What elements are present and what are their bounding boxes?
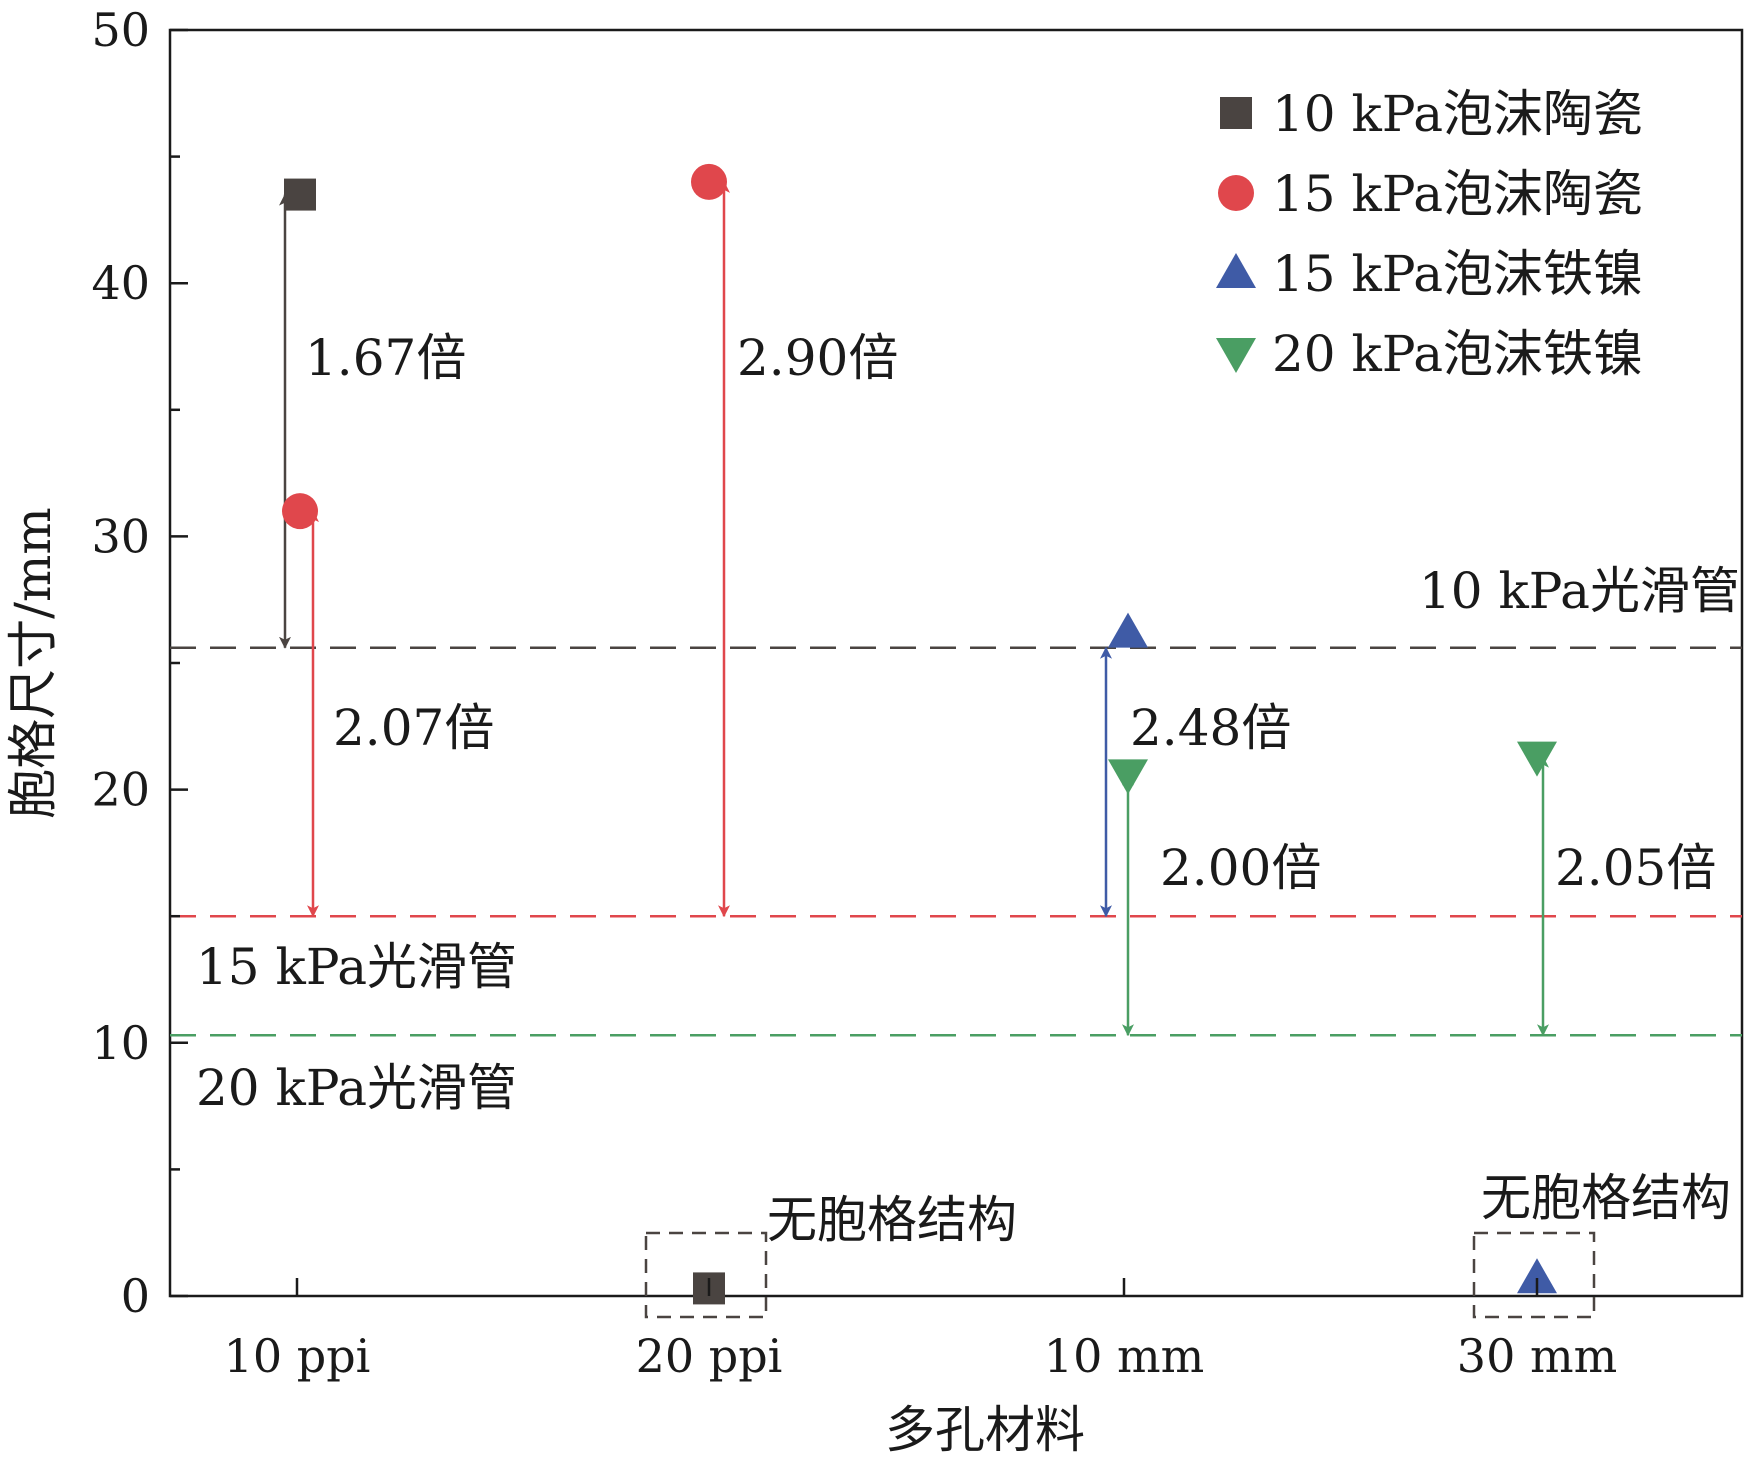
legend-label: 20 kPa泡沫铁镍 xyxy=(1272,325,1643,383)
y-tick-label: 40 xyxy=(91,256,150,310)
data-point-triangle-down xyxy=(1108,759,1148,795)
data-point-circle xyxy=(282,493,318,530)
no-cell-structure-label: 无胞格结构 xyxy=(767,1191,1017,1249)
x-tick-label-30-mm: 30 mm xyxy=(1457,1329,1617,1383)
x-tick-label-10-ppi: 10 ppi xyxy=(224,1329,371,1383)
ratio-label: 2.48倍 xyxy=(1130,699,1291,757)
x-tick-label-10-mm: 10 mm xyxy=(1044,1329,1204,1383)
legend-marker-square xyxy=(1220,97,1252,129)
data-point-triangle-up xyxy=(1108,612,1148,648)
y-tick-label: 30 xyxy=(91,509,150,563)
data-point-triangle-up xyxy=(1517,1258,1557,1294)
legend-label: 15 kPa泡沫铁镍 xyxy=(1272,245,1643,303)
y-axis-title: 胞格尺寸/mm xyxy=(4,507,62,819)
y-axis: 0 10 20 30 40 50 xyxy=(91,3,188,1323)
legend-label: 15 kPa泡沫陶瓷 xyxy=(1272,165,1643,223)
ratio-label: 2.00倍 xyxy=(1160,839,1321,897)
ratio-arrows: 1.67倍 2.07倍 2.90倍 2.48倍 2.00倍 2.05倍 xyxy=(279,180,1716,1037)
legend-marker-circle xyxy=(1218,175,1254,211)
reference-line-label: 10 kPa光滑管 xyxy=(1419,562,1740,620)
no-cell-structure-box xyxy=(644,1231,768,1319)
legend: 10 kPa泡沫陶瓷 15 kPa泡沫陶瓷 15 kPa泡沫铁镍 20 kPa泡沫铁镍 xyxy=(1216,85,1643,383)
y-tick-label: 20 xyxy=(91,763,150,817)
ratio-label: 2.05倍 xyxy=(1555,839,1716,897)
data-points xyxy=(282,163,1557,1305)
no-cell-structure-box xyxy=(1472,1231,1596,1319)
reference-line-label: 15 kPa光滑管 xyxy=(196,938,517,996)
legend-marker-triangle-down xyxy=(1216,338,1256,373)
x-axis-title: 多孔材料 xyxy=(885,1401,1085,1459)
no-cell-boxes: 无胞格结构 无胞格结构 xyxy=(644,1169,1731,1319)
x-tick-label-20-ppi: 20 ppi xyxy=(636,1329,783,1383)
reference-lines: 10 kPa光滑管 15 kPa光滑管 20 kPa光滑管 xyxy=(170,562,1742,1117)
legend-label: 10 kPa泡沫陶瓷 xyxy=(1272,85,1643,143)
y-tick-label: 10 xyxy=(91,1016,150,1070)
y-tick-label: 50 xyxy=(91,3,150,57)
data-point-triangle-down xyxy=(1517,741,1557,777)
data-point-square xyxy=(284,178,316,211)
x-axis: 10 ppi 20 ppi 10 mm 30 mm xyxy=(224,1278,1617,1383)
y-tick-label: 0 xyxy=(121,1269,150,1323)
data-point-circle xyxy=(691,163,727,200)
ratio-label: 2.90倍 xyxy=(737,329,898,387)
no-cell-structure-label: 无胞格结构 xyxy=(1481,1169,1731,1227)
reference-line-label: 20 kPa光滑管 xyxy=(196,1059,517,1117)
ratio-label: 2.07倍 xyxy=(333,699,494,757)
legend-marker-triangle-up xyxy=(1216,253,1256,288)
ratio-label: 1.67倍 xyxy=(305,329,466,387)
